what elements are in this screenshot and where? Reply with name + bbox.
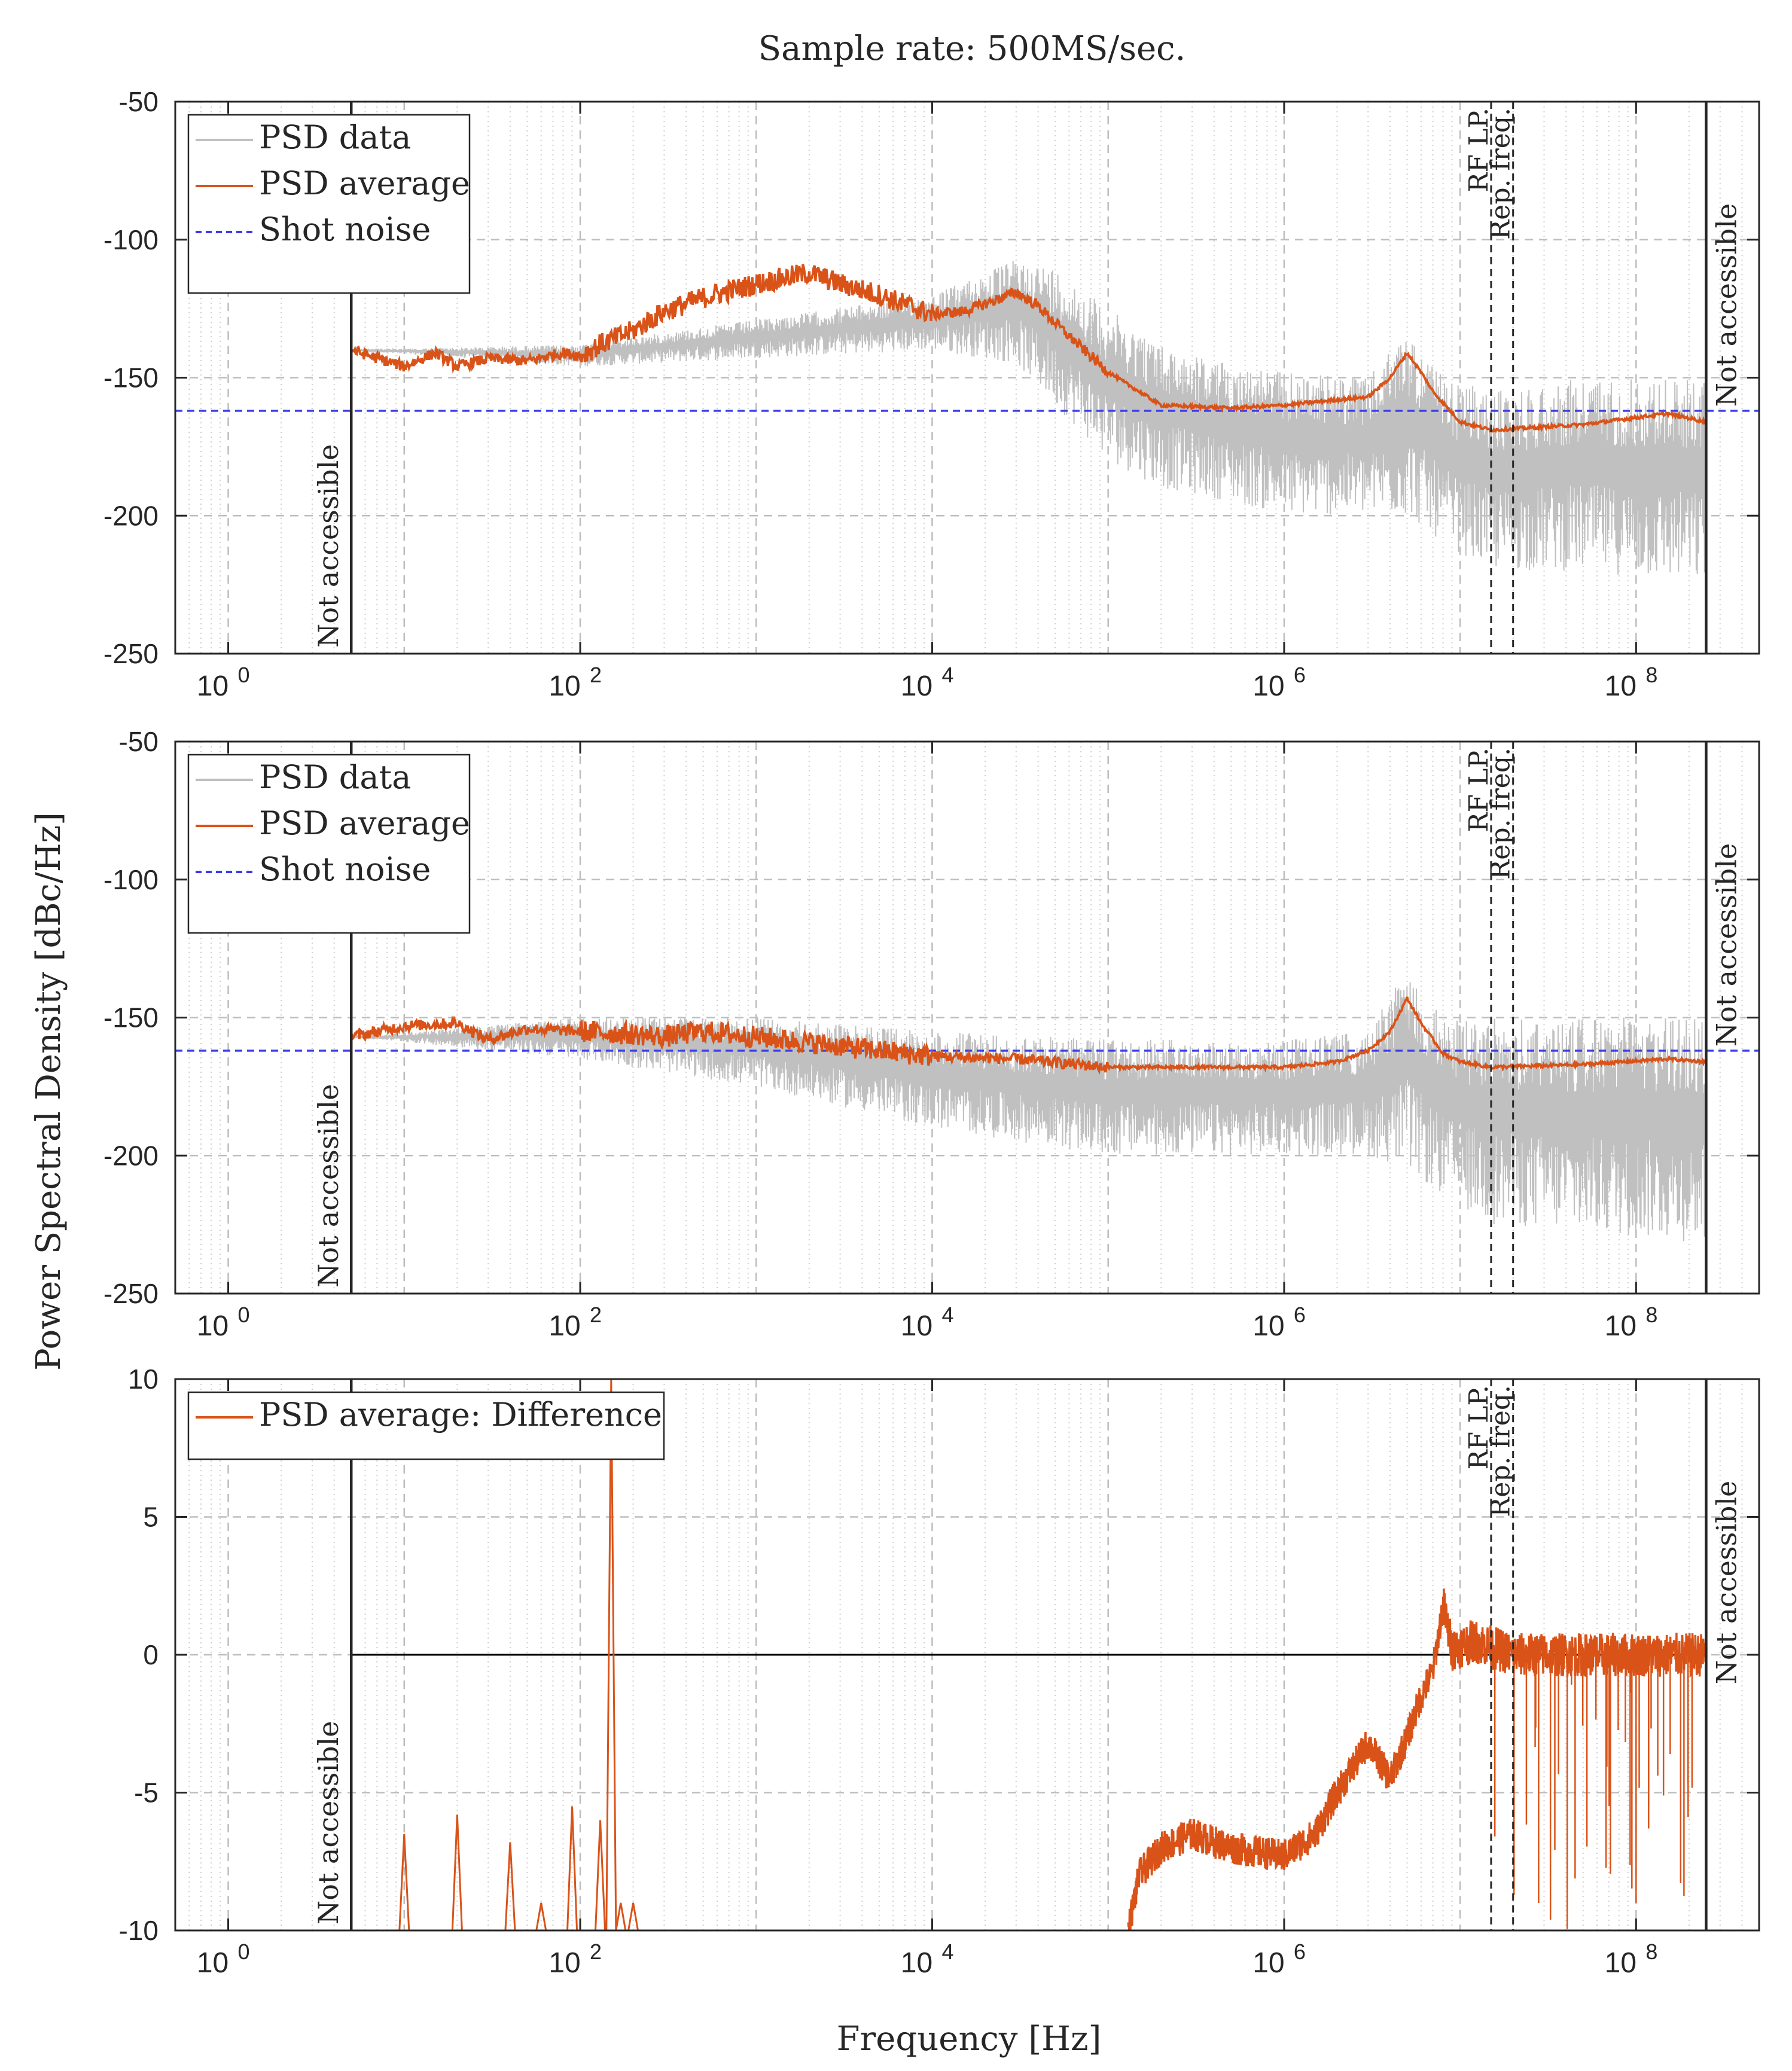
x-tick-label-exponent: 8 xyxy=(1645,663,1657,687)
psd-average-series xyxy=(350,264,1707,434)
legend-box xyxy=(187,754,471,934)
x-tick-label-base: 10 xyxy=(197,1310,228,1342)
y-tick-label: -200 xyxy=(103,500,159,531)
x-tick-label-base: 10 xyxy=(1605,670,1636,702)
x-tick-label-base: 10 xyxy=(1252,1947,1284,1979)
x-tick-label-exponent: 2 xyxy=(590,1939,602,1964)
y-tick-label: -200 xyxy=(103,1140,159,1171)
legend-label: PSD average: Difference xyxy=(259,1396,662,1433)
difference-spike xyxy=(605,1379,617,1930)
y-tick-label: -10 xyxy=(119,1915,159,1946)
legend-box xyxy=(187,1391,665,1460)
x-tick-label-base: 10 xyxy=(197,670,228,702)
y-tick-label: -150 xyxy=(103,1002,159,1033)
y-tick-label: -250 xyxy=(103,638,159,669)
x-tick-label-base: 10 xyxy=(901,670,932,702)
x-tick-label-base: 10 xyxy=(1605,1310,1636,1342)
x-tick-label-base: 10 xyxy=(901,1947,932,1979)
legend-label: PSD data xyxy=(259,758,411,796)
legend-label: PSD average xyxy=(259,164,470,202)
difference-series xyxy=(1127,1588,1707,1930)
x-tick-label-base: 10 xyxy=(901,1310,932,1342)
x-tick-label-exponent: 0 xyxy=(238,1939,250,1964)
not-accessible-high-label: Not accessible xyxy=(1710,843,1742,1047)
panel-bottom: Not accessible Not accessible RF LP.Rep. f… xyxy=(119,1364,1760,1979)
difference-spike xyxy=(615,1902,627,1930)
panel-middle: Not accessible Not accessible RF LP.Rep. f… xyxy=(103,726,1760,1342)
y-tick-label: 5 xyxy=(143,1502,159,1533)
x-tick-label-exponent: 0 xyxy=(238,663,250,687)
psd-average-series xyxy=(350,996,1707,1075)
x-tick-label-base: 10 xyxy=(1605,1947,1636,1979)
x-tick-label-exponent: 6 xyxy=(1294,1303,1306,1327)
y-tick-label: -250 xyxy=(103,1278,159,1309)
x-tick-label-exponent: 4 xyxy=(941,663,953,687)
x-tick-label-exponent: 4 xyxy=(941,1303,953,1327)
x-axis-label: Frequency [Hz] xyxy=(837,2020,1102,2058)
legend-label: PSD average xyxy=(259,804,470,842)
x-tick-label-exponent: 0 xyxy=(238,1303,250,1327)
difference-spike xyxy=(398,1834,410,1930)
y-tick-label: 10 xyxy=(128,1364,159,1395)
chart-title: Sample rate: 500MS/sec. xyxy=(758,29,1186,68)
difference-spike xyxy=(566,1806,578,1930)
y-tick-label: -50 xyxy=(119,86,159,117)
difference-spike xyxy=(595,1820,607,1930)
difference-spike xyxy=(627,1902,639,1930)
rep-freq-label: Rep. freq. xyxy=(1486,108,1516,240)
difference-spike xyxy=(504,1842,516,1930)
x-tick-label-base: 10 xyxy=(1252,670,1284,702)
legend-label: PSD data xyxy=(259,118,411,156)
x-tick-label-exponent: 6 xyxy=(1294,1939,1306,1964)
x-tick-label-exponent: 2 xyxy=(590,1303,602,1327)
plot-area xyxy=(175,261,1759,575)
plot-area xyxy=(351,1379,1707,1930)
x-tick-label-base: 10 xyxy=(548,1310,580,1342)
x-tick-label-base: 10 xyxy=(197,1947,228,1979)
difference-spike xyxy=(535,1902,547,1930)
x-tick-label-base: 10 xyxy=(548,1947,580,1979)
rf-lp-label: RF LP. xyxy=(1464,748,1494,832)
legend-box xyxy=(187,114,471,294)
not-accessible-low-label: Not accessible xyxy=(312,1084,345,1288)
not-accessible-low-label: Not accessible xyxy=(312,444,345,648)
y-tick-label: -100 xyxy=(103,864,159,895)
y-axis-label: Power Spectral Density [dBc/Hz] xyxy=(29,812,68,1371)
difference-spike xyxy=(451,1814,463,1930)
rep-freq-label: Rep. freq. xyxy=(1486,1385,1516,1517)
x-tick-label-base: 10 xyxy=(548,670,580,702)
y-tick-label: -50 xyxy=(119,726,159,757)
legend-label: Shot noise xyxy=(259,850,431,888)
x-tick-label-exponent: 6 xyxy=(1294,663,1306,687)
not-accessible-low-label: Not accessible xyxy=(312,1721,345,1924)
y-tick-label: -150 xyxy=(103,362,159,394)
legend-label: Shot noise xyxy=(259,211,431,248)
not-accessible-high-label: Not accessible xyxy=(1710,1481,1742,1685)
x-tick-label-exponent: 2 xyxy=(590,663,602,687)
x-tick-label-exponent: 4 xyxy=(941,1939,953,1964)
y-tick-label: -100 xyxy=(103,224,159,255)
rep-freq-label: Rep. freq. xyxy=(1486,748,1516,880)
rf-lp-label: RF LP. xyxy=(1464,1385,1494,1470)
panel-top: Not accessible Not accessible RF LP.Rep. f… xyxy=(103,86,1760,702)
y-tick-label: 0 xyxy=(143,1639,159,1670)
x-tick-label-exponent: 8 xyxy=(1645,1303,1657,1327)
x-tick-label-exponent: 8 xyxy=(1645,1939,1657,1964)
not-accessible-high-label: Not accessible xyxy=(1710,203,1742,407)
plot-area xyxy=(175,982,1759,1243)
y-tick-label: -5 xyxy=(134,1777,159,1808)
x-tick-label-base: 10 xyxy=(1252,1310,1284,1342)
rf-lp-label: RF LP. xyxy=(1464,108,1494,193)
